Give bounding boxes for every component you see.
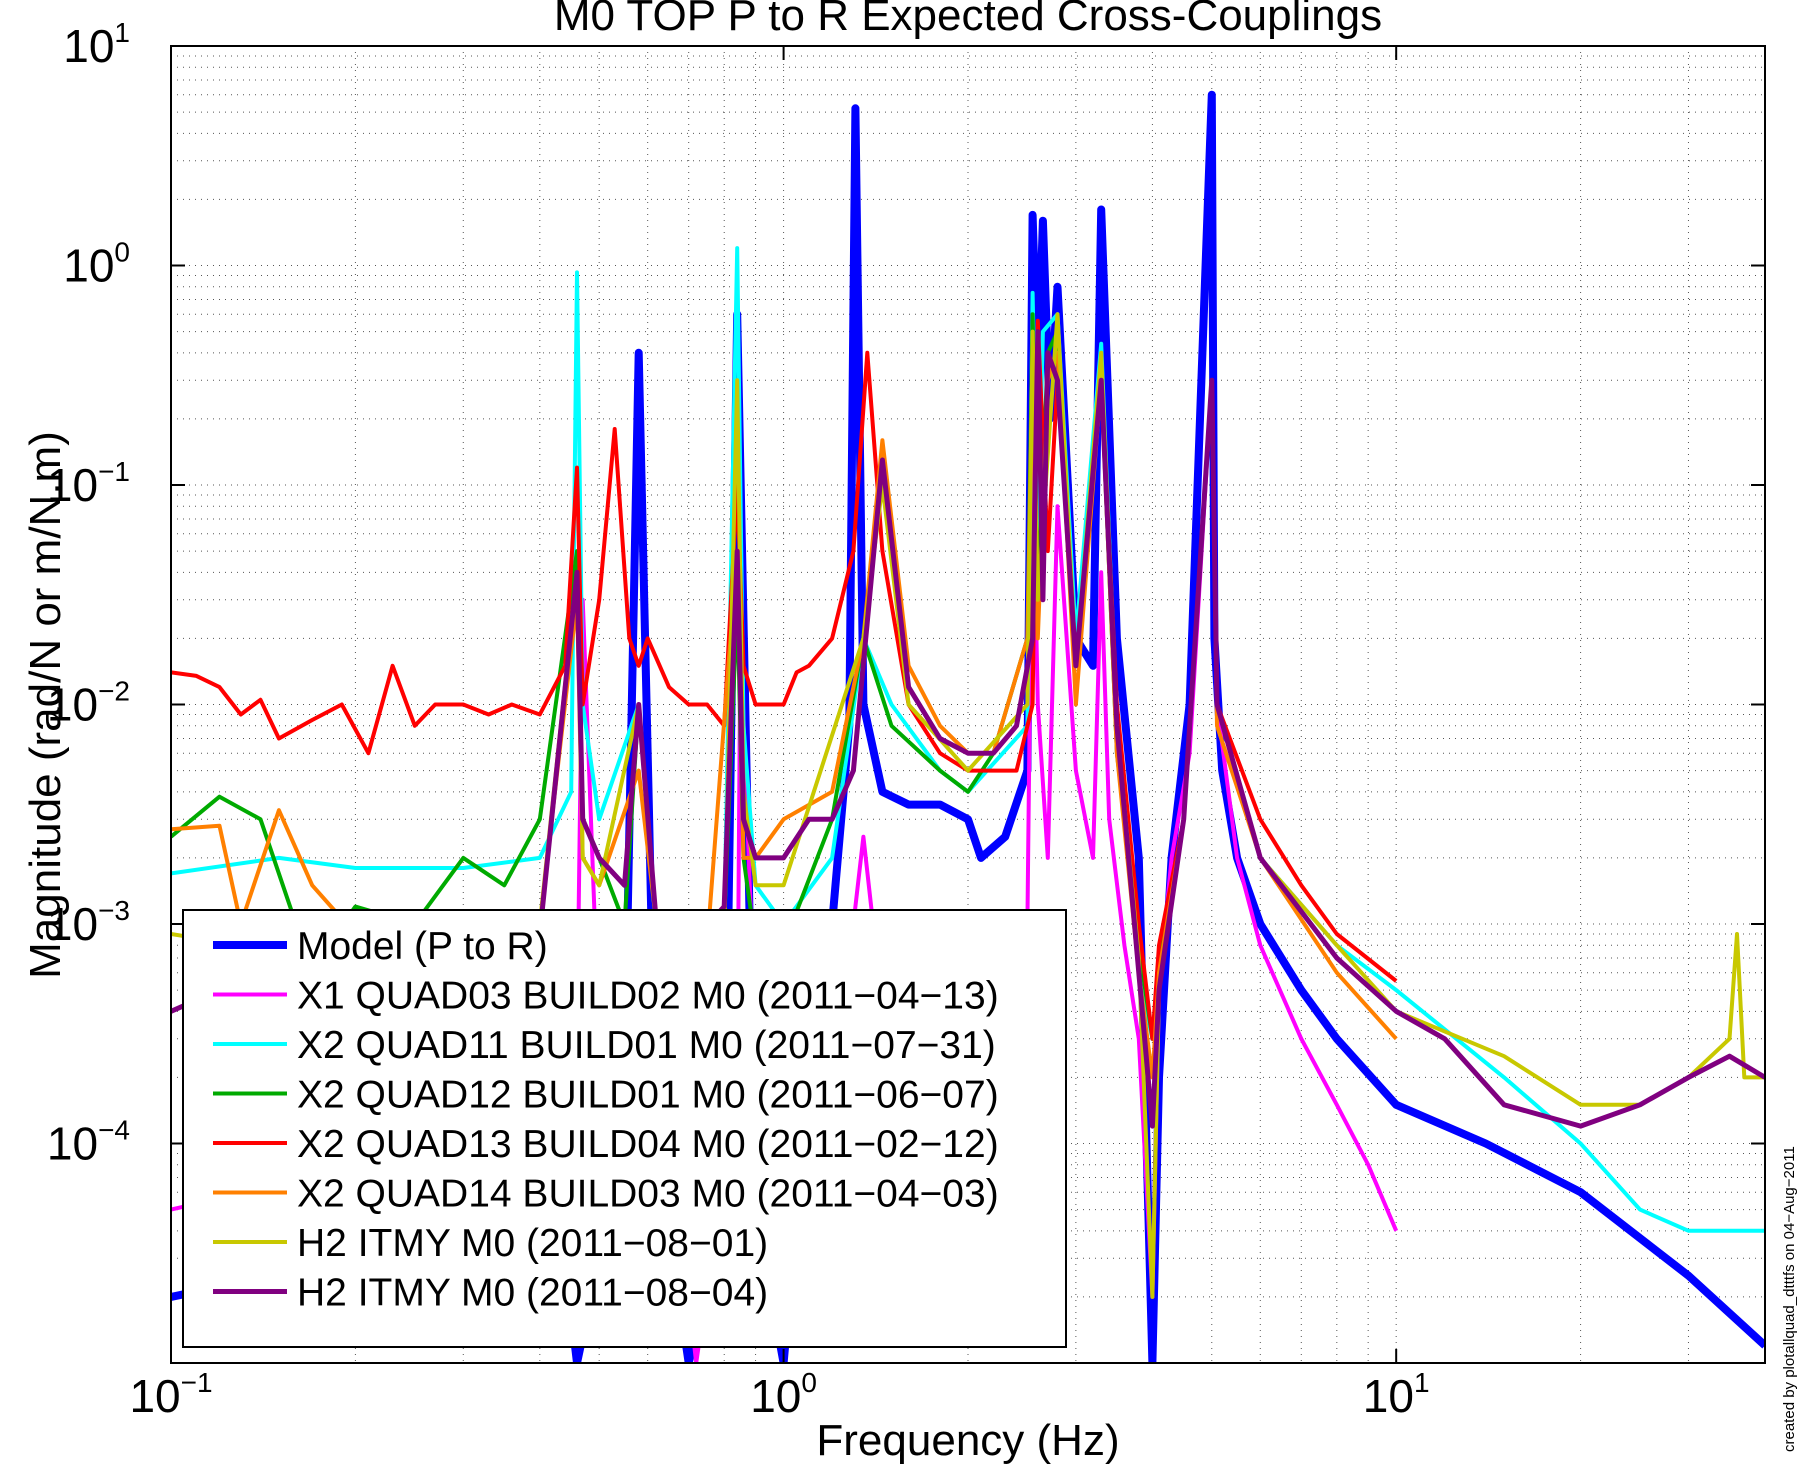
creation-stamp: created by plotallquad_dtttfs on 04−Aug−… bbox=[1781, 1146, 1798, 1452]
y-tick-label: 10−3 bbox=[47, 895, 130, 950]
y-tick-labels: 10−4 10−3 10−2 10−1 100 101 bbox=[47, 17, 130, 1170]
y-tick-label: 100 bbox=[63, 237, 130, 292]
legend-box bbox=[182, 909, 1067, 1348]
x-tick-label: 10−1 bbox=[129, 1367, 212, 1422]
legend-label: X2 QUAD13 BUILD04 M0 (2011−02−12) bbox=[297, 1123, 999, 1166]
legend-label: X1 QUAD03 BUILD02 M0 (2011−04−13) bbox=[297, 975, 999, 1018]
legend-label: X2 QUAD12 BUILD01 M0 (2011−06−07) bbox=[297, 1074, 999, 1117]
legend-label: X2 QUAD11 BUILD01 M0 (2011−07−31) bbox=[297, 1024, 996, 1067]
x-tick-label: 101 bbox=[1363, 1367, 1430, 1422]
ticks bbox=[170, 45, 1765, 1363]
y-tick-label: 101 bbox=[63, 17, 130, 72]
legend-label: X2 QUAD14 BUILD03 M0 (2011−04−03) bbox=[297, 1173, 999, 1216]
x-tick-labels: 10−1 100 101 bbox=[129, 1367, 1429, 1422]
y-tick-label: 10−4 bbox=[47, 1115, 130, 1170]
legend-label: Model (P to R) bbox=[297, 925, 548, 968]
y-tick-label: 10−2 bbox=[47, 676, 130, 731]
y-tick-label: 10−1 bbox=[47, 456, 130, 511]
x-tick-label: 100 bbox=[750, 1367, 817, 1422]
x-axis-label: Frequency (Hz) bbox=[816, 1416, 1119, 1465]
series-line bbox=[171, 329, 1765, 1129]
legend: Model (P to R) X1 QUAD03 BUILD02 M0 (2011… bbox=[182, 909, 1067, 1348]
legend-label: H2 ITMY M0 (2011−08−01) bbox=[297, 1222, 768, 1265]
chart-title: M0 TOP P to R Expected Cross-Couplings bbox=[554, 0, 1382, 40]
y-axis-label: Magnitude (rad/N or m/N.m) bbox=[21, 431, 70, 979]
legend-label: H2 ITMY M0 (2011−08−04) bbox=[297, 1272, 768, 1315]
legend-items: Model (P to R) X1 QUAD03 BUILD02 M0 (2011… bbox=[213, 925, 999, 1315]
